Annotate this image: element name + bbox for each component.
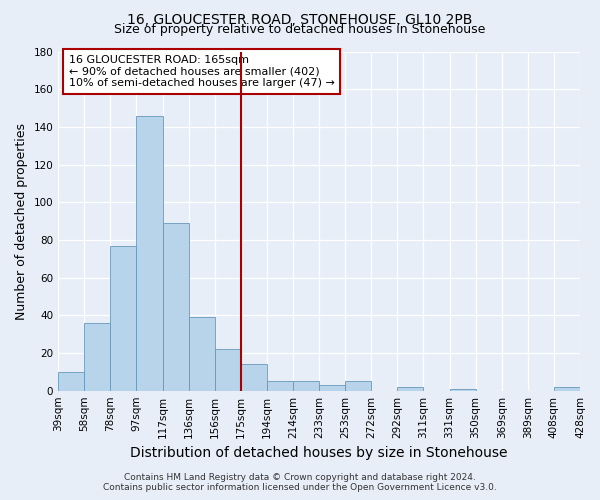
Bar	[319, 385, 345, 390]
Bar	[58, 372, 84, 390]
Bar	[293, 382, 319, 390]
Text: Size of property relative to detached houses in Stonehouse: Size of property relative to detached ho…	[115, 22, 485, 36]
Bar	[449, 389, 476, 390]
Bar	[188, 317, 215, 390]
Text: Contains HM Land Registry data © Crown copyright and database right 2024.
Contai: Contains HM Land Registry data © Crown c…	[103, 473, 497, 492]
Bar	[554, 387, 580, 390]
Bar	[345, 382, 371, 390]
Bar	[136, 116, 163, 390]
Bar	[267, 382, 293, 390]
Text: 16, GLOUCESTER ROAD, STONEHOUSE, GL10 2PB: 16, GLOUCESTER ROAD, STONEHOUSE, GL10 2P…	[127, 12, 473, 26]
Bar	[84, 323, 110, 390]
Bar	[163, 223, 188, 390]
Bar	[397, 387, 424, 390]
Bar	[241, 364, 267, 390]
Bar	[110, 246, 136, 390]
X-axis label: Distribution of detached houses by size in Stonehouse: Distribution of detached houses by size …	[130, 446, 508, 460]
Y-axis label: Number of detached properties: Number of detached properties	[15, 122, 28, 320]
Text: 16 GLOUCESTER ROAD: 165sqm
← 90% of detached houses are smaller (402)
10% of sem: 16 GLOUCESTER ROAD: 165sqm ← 90% of deta…	[68, 55, 334, 88]
Bar	[215, 349, 241, 391]
